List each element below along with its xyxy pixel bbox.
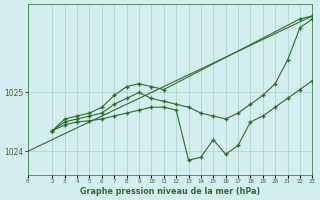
X-axis label: Graphe pression niveau de la mer (hPa): Graphe pression niveau de la mer (hPa) <box>80 187 260 196</box>
